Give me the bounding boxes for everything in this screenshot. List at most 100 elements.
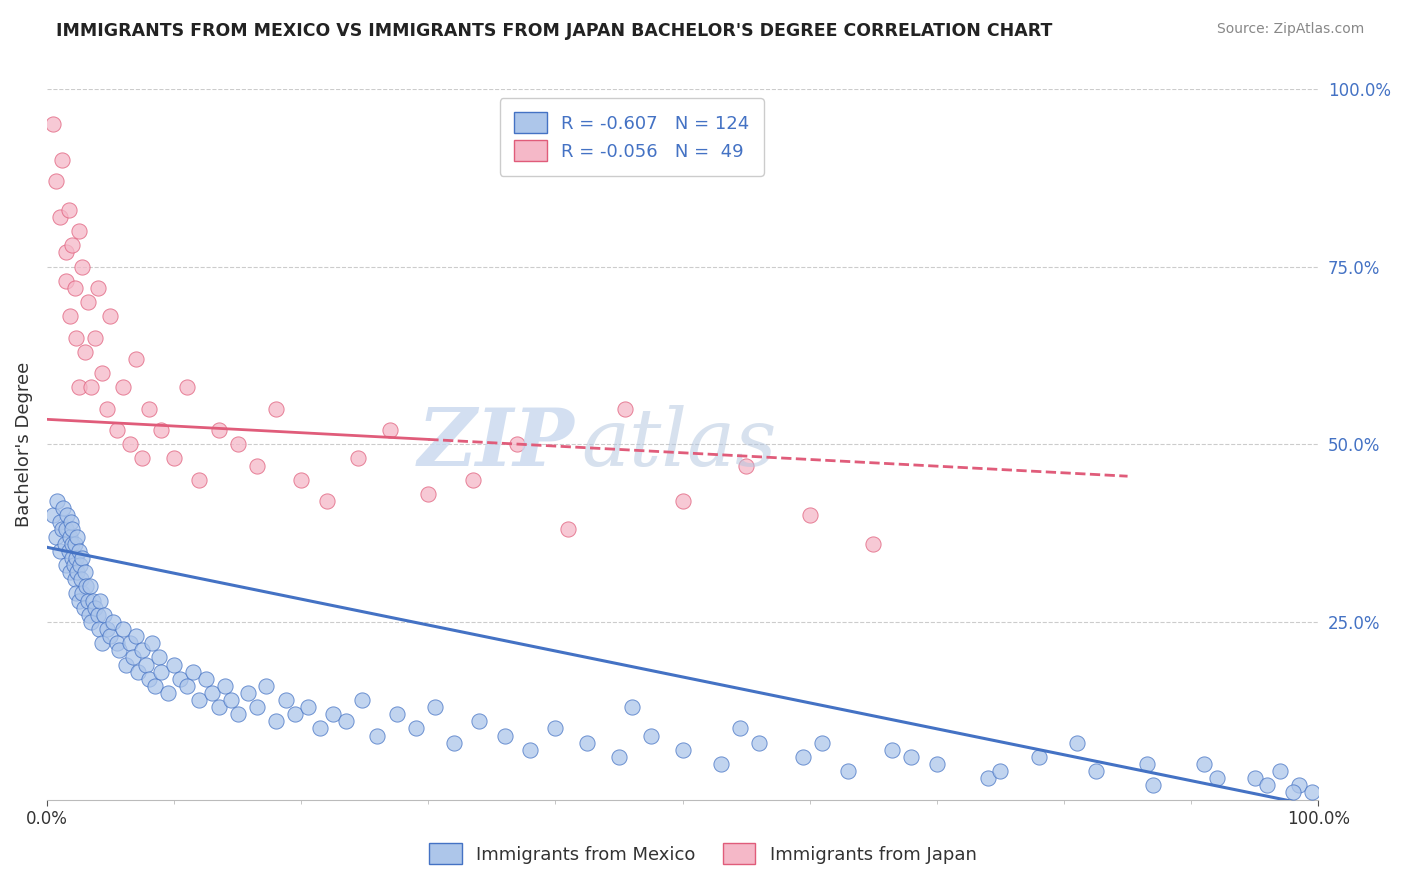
Point bbox=[46, 494, 69, 508]
Point bbox=[63, 281, 86, 295]
Point bbox=[284, 707, 307, 722]
Point bbox=[214, 679, 236, 693]
Point bbox=[385, 707, 408, 722]
Point bbox=[90, 366, 112, 380]
Point bbox=[45, 174, 67, 188]
Point bbox=[274, 693, 297, 707]
Point bbox=[792, 750, 814, 764]
Point bbox=[188, 693, 211, 707]
Point bbox=[181, 665, 204, 679]
Point bbox=[96, 622, 118, 636]
Point bbox=[80, 380, 103, 394]
Point bbox=[576, 736, 599, 750]
Point bbox=[53, 537, 76, 551]
Point bbox=[207, 423, 229, 437]
Point bbox=[640, 729, 662, 743]
Point bbox=[335, 714, 357, 729]
Point bbox=[1192, 756, 1215, 771]
Point bbox=[297, 700, 319, 714]
Point bbox=[84, 330, 107, 344]
Point bbox=[207, 700, 229, 714]
Point bbox=[66, 565, 89, 579]
Point bbox=[1142, 778, 1164, 792]
Point bbox=[156, 686, 179, 700]
Point bbox=[90, 636, 112, 650]
Point bbox=[226, 437, 249, 451]
Point bbox=[1136, 756, 1159, 771]
Point bbox=[315, 494, 337, 508]
Point bbox=[67, 380, 90, 394]
Point bbox=[188, 473, 211, 487]
Point bbox=[60, 550, 83, 565]
Point bbox=[87, 281, 110, 295]
Point bbox=[125, 629, 148, 643]
Point bbox=[55, 558, 77, 572]
Point bbox=[77, 607, 100, 622]
Point bbox=[52, 501, 75, 516]
Text: IMMIGRANTS FROM MEXICO VS IMMIGRANTS FROM JAPAN BACHELOR'S DEGREE CORRELATION CH: IMMIGRANTS FROM MEXICO VS IMMIGRANTS FRO… bbox=[56, 22, 1053, 40]
Point bbox=[67, 593, 90, 607]
Point bbox=[42, 508, 65, 523]
Point bbox=[1205, 771, 1227, 785]
Point bbox=[63, 572, 86, 586]
Point bbox=[69, 558, 91, 572]
Point bbox=[1288, 778, 1310, 792]
Point bbox=[461, 473, 484, 487]
Point bbox=[607, 750, 630, 764]
Point bbox=[977, 771, 1000, 785]
Point bbox=[671, 494, 693, 508]
Point bbox=[141, 636, 163, 650]
Point bbox=[378, 423, 401, 437]
Point bbox=[101, 615, 124, 629]
Point bbox=[169, 672, 191, 686]
Point bbox=[290, 473, 312, 487]
Point bbox=[127, 665, 149, 679]
Point bbox=[84, 600, 107, 615]
Point bbox=[418, 487, 440, 501]
Point bbox=[80, 615, 103, 629]
Point bbox=[246, 700, 269, 714]
Point bbox=[557, 523, 579, 537]
Point bbox=[748, 736, 770, 750]
Point bbox=[131, 451, 153, 466]
Point bbox=[309, 722, 332, 736]
Point bbox=[56, 508, 79, 523]
Y-axis label: Bachelor's Degree: Bachelor's Degree bbox=[15, 361, 32, 527]
Point bbox=[150, 423, 173, 437]
Point bbox=[73, 565, 96, 579]
Point bbox=[82, 593, 104, 607]
Point bbox=[264, 714, 287, 729]
Point bbox=[122, 650, 145, 665]
Point bbox=[799, 508, 821, 523]
Point bbox=[219, 693, 242, 707]
Point bbox=[1301, 785, 1323, 799]
Point bbox=[143, 679, 166, 693]
Point bbox=[45, 530, 67, 544]
Point bbox=[65, 586, 87, 600]
Point bbox=[51, 153, 73, 167]
Point bbox=[710, 756, 733, 771]
Point bbox=[65, 550, 87, 565]
Point bbox=[423, 700, 446, 714]
Point bbox=[48, 210, 70, 224]
Point bbox=[1243, 771, 1265, 785]
Point bbox=[55, 274, 77, 288]
Point bbox=[1028, 750, 1050, 764]
Point bbox=[72, 550, 94, 565]
Legend: R = -0.607   N = 124, R = -0.056   N =  49: R = -0.607 N = 124, R = -0.056 N = 49 bbox=[499, 98, 763, 176]
Point bbox=[65, 330, 87, 344]
Point bbox=[66, 530, 89, 544]
Text: Source: ZipAtlas.com: Source: ZipAtlas.com bbox=[1216, 22, 1364, 37]
Point bbox=[59, 530, 82, 544]
Point bbox=[347, 451, 370, 466]
Point bbox=[138, 672, 160, 686]
Point bbox=[138, 401, 160, 416]
Point bbox=[925, 756, 948, 771]
Point bbox=[322, 707, 344, 722]
Point bbox=[405, 722, 427, 736]
Point bbox=[163, 451, 186, 466]
Point bbox=[48, 543, 70, 558]
Point bbox=[131, 643, 153, 657]
Text: ZIP: ZIP bbox=[418, 406, 575, 483]
Point bbox=[105, 636, 128, 650]
